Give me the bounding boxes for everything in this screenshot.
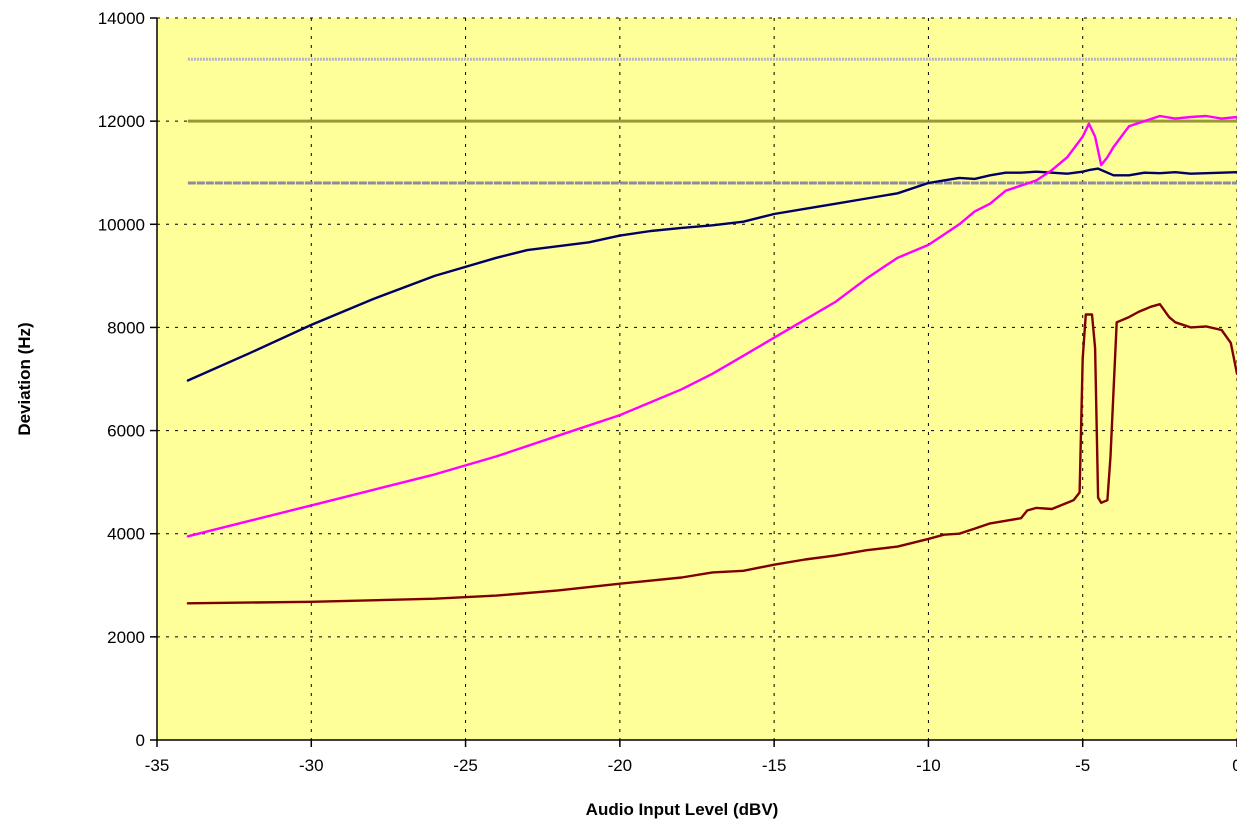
x-tick-label: -15 [762,756,787,775]
x-tick-label: -30 [299,756,324,775]
x-tick-label: 0 [1232,756,1237,775]
data-series [186,114,1237,605]
x-tick-label: -10 [916,756,941,775]
axes [150,17,1237,747]
y-tick-label: 0 [136,731,145,750]
tick-labels: 0 2000 4000 6000 8000 10000 12000 14000 -35 -30 -2… [98,9,1237,775]
y-tick-label: 10000 [98,215,145,234]
x-axis-title: Audio Input Level (dBV) [586,800,779,819]
series-line-2 [186,114,1237,538]
reference-lines [187,57,1237,185]
x-tick-label: -35 [145,756,170,775]
y-axis-title: Deviation (Hz) [15,322,34,435]
y-tick-label: 2000 [107,628,145,647]
series-line-3 [186,303,1237,605]
plot-area [157,18,1237,740]
y-tick-label: 8000 [107,318,145,337]
y-tick-label: 14000 [98,9,145,28]
series-line-1 [186,167,1237,382]
y-tick-label: 6000 [107,422,145,441]
y-tick-label: 4000 [107,525,145,544]
y-tick-label: 12000 [98,112,145,131]
x-tick-label: -5 [1075,756,1090,775]
x-tick-label: -25 [453,756,478,775]
x-tick-label: -20 [608,756,633,775]
